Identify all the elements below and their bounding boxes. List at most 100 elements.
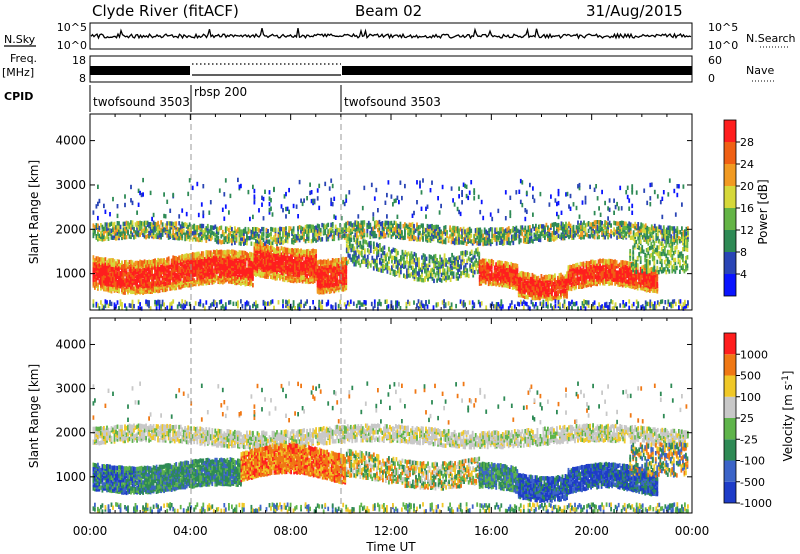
range-cell [307, 255, 310, 260]
range-cell [250, 281, 253, 287]
range-cell [103, 265, 105, 270]
range-cell [212, 275, 215, 281]
range-cell [298, 253, 301, 258]
range-cell [124, 226, 126, 232]
range-cell [197, 259, 200, 265]
range-cell [167, 259, 170, 264]
range-cell [425, 256, 428, 261]
range-cell [261, 271, 263, 277]
range-cell [112, 235, 114, 240]
range-cell [224, 258, 227, 263]
range-cell [193, 265, 196, 270]
range-cell [255, 227, 257, 232]
range-cell [307, 251, 310, 256]
range-cell [369, 248, 372, 253]
range-cell [196, 264, 199, 269]
range-cell [268, 265, 271, 270]
range-cell [240, 262, 242, 267]
range-cell [152, 284, 155, 289]
range-cell [115, 261, 117, 266]
range-cell [125, 220, 128, 226]
range-cell [214, 257, 217, 263]
range-cell [262, 259, 265, 265]
range-cell [128, 278, 131, 283]
range-cell [101, 224, 104, 230]
range-cell [103, 273, 105, 279]
range-cell [196, 279, 199, 285]
range-cell [172, 276, 175, 281]
range-cell [185, 271, 188, 276]
range-cell [118, 221, 120, 226]
range-cell [118, 278, 120, 283]
cpid-segment-3: twofsound 3503 [344, 95, 441, 109]
range-cell [139, 290, 141, 295]
range-cell [491, 227, 494, 232]
range-cell [164, 281, 167, 287]
range-cell [289, 278, 292, 283]
range-cell [313, 255, 316, 260]
range-cell [118, 271, 120, 276]
range-cell [161, 270, 164, 275]
range-cell [106, 287, 108, 292]
range-cell [274, 274, 277, 279]
range-cell [187, 265, 190, 270]
range-cell [119, 263, 122, 268]
range-cell [267, 248, 269, 254]
range-cell [188, 283, 191, 288]
range-cell [359, 240, 362, 246]
range-cell [255, 238, 257, 244]
range-cell [291, 248, 293, 253]
range-cell [112, 222, 114, 227]
range-cell [301, 267, 304, 273]
range-cell [261, 241, 263, 247]
range-cell [244, 275, 247, 281]
range-cell [226, 254, 229, 259]
range-cell [143, 286, 146, 291]
range-cell [182, 258, 185, 263]
range-cell [151, 281, 153, 286]
range-cell [143, 261, 146, 267]
range-cell [276, 253, 278, 259]
range-cell [131, 274, 134, 279]
range-cell [175, 259, 178, 265]
range-cell [109, 262, 111, 268]
range-cell [291, 253, 293, 259]
range-cell [521, 232, 524, 237]
range-cell [334, 272, 337, 277]
range-cell [121, 264, 123, 269]
range-cell [166, 273, 169, 278]
range-cell [170, 258, 173, 263]
range-cell [240, 281, 242, 286]
range-cell [256, 271, 259, 277]
range-cell [265, 272, 268, 277]
range-cell [136, 274, 138, 280]
range-cell [249, 280, 251, 285]
range-cell [205, 262, 208, 267]
range-cell [261, 264, 263, 270]
range-cell [316, 288, 319, 293]
range-cell [134, 284, 137, 290]
range-cell [212, 268, 215, 273]
range-cell [139, 259, 141, 264]
range-cell [191, 272, 194, 277]
range-cell [316, 268, 319, 273]
range-cell [199, 253, 202, 259]
range-cell [444, 225, 447, 230]
range-cell [208, 254, 211, 260]
range-cell [94, 274, 96, 279]
range-cell [306, 259, 308, 264]
range-cell [152, 281, 155, 287]
range-cell [139, 271, 141, 277]
range-cell [288, 263, 290, 269]
range-cell [252, 260, 254, 265]
range-cell [95, 266, 98, 271]
range-cell [315, 249, 317, 254]
range-cell [113, 259, 116, 264]
range-cell [261, 251, 263, 257]
range-cell [662, 225, 665, 230]
range-cell [253, 267, 256, 273]
range-cell [298, 265, 301, 270]
range-cell [124, 260, 126, 265]
range-cell [319, 262, 322, 267]
range-cell [103, 283, 105, 289]
